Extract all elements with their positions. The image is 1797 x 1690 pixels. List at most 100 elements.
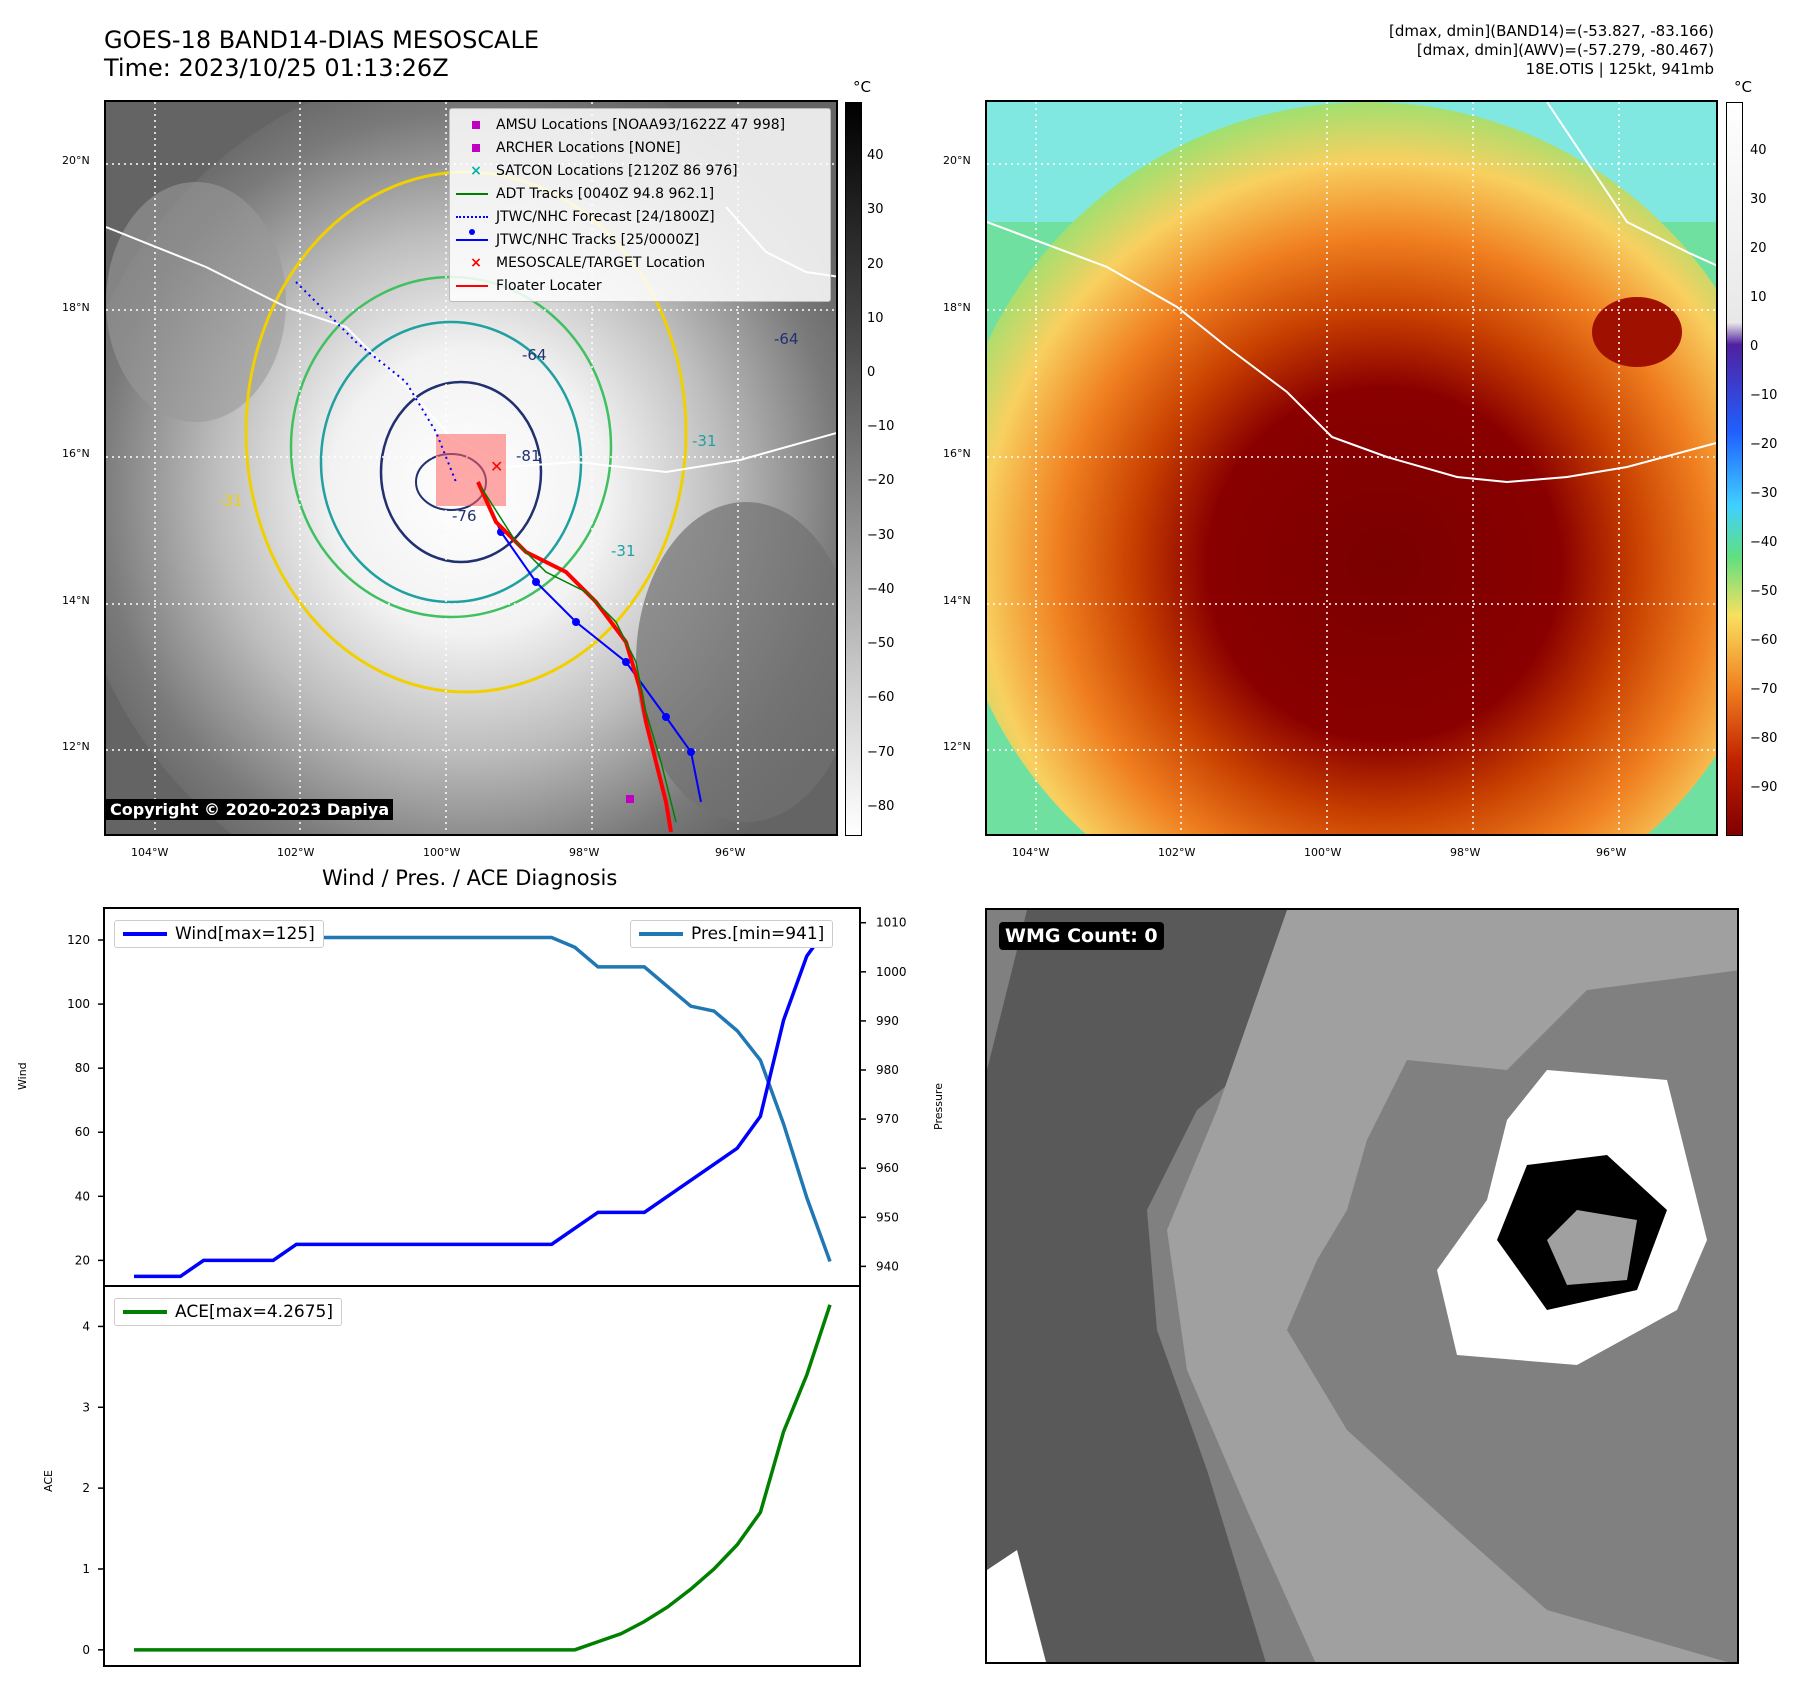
contour-label: -31: [218, 492, 243, 510]
ace-y-tick-label: 2: [82, 1481, 90, 1495]
awv-satellite-image: [987, 102, 1716, 834]
pressure-y-ticks: 940 950 960 970 980 990 1000 1010: [860, 916, 907, 1273]
legend-forecast: JTWC/NHC Forecast [24/1800Z]: [456, 205, 824, 228]
pressure-y-tick-label: 990: [876, 1014, 899, 1028]
pressure-y-tick-label: 960: [876, 1161, 899, 1175]
ace-legend-swatch: [123, 1310, 167, 1314]
wind-axis-label: Wind: [16, 1062, 29, 1090]
ir-colorbar-tick: 0: [867, 365, 876, 380]
ir-lon-tick: 98°W: [569, 846, 600, 859]
wind-pressure-chart: 20 40 60 80 100 120 940 950 960 970 980 990 1000 101…: [67, 907, 907, 1287]
ace-y-tick-label: 0: [82, 1643, 90, 1657]
figure-title: GOES-18 BAND14-DIAS MESOSCALE Time: 2023…: [104, 26, 539, 82]
legend-jtwc-tracks: JTWC/NHC Tracks [25/0000Z]: [456, 228, 824, 251]
awv-colorbar-tick: −20: [1750, 437, 1778, 452]
awv-lat-tick: 20°N: [943, 154, 971, 167]
awv-colorbar-tick: −70: [1750, 682, 1778, 697]
awv-lon-tick: 100°W: [1304, 846, 1342, 859]
awv-colorbar-tick: −40: [1750, 535, 1778, 550]
ace-y-tick-label: 4: [82, 1319, 90, 1333]
pressure-y-tick-label: 980: [876, 1063, 899, 1077]
awv-lat-tick: 12°N: [943, 740, 971, 753]
wind-legend-label: Wind[max=125]: [175, 924, 315, 944]
awv-satellite-panel: [985, 100, 1718, 836]
ace-y-tick-label: 1: [82, 1562, 90, 1576]
awv-colorbar-tick: −80: [1750, 731, 1778, 746]
awv-lon-tick: 104°W: [1012, 846, 1050, 859]
copyright-label: Copyright © 2020-2023 Dapiya: [106, 799, 394, 820]
awv-colorbar-tick: −60: [1750, 633, 1778, 648]
pressure-y-tick-label: 940: [876, 1259, 899, 1273]
ace-plot-area: [103, 1285, 861, 1667]
pressure-legend-swatch: [639, 932, 683, 936]
svg-text:✕: ✕: [490, 457, 503, 476]
ir-colorbar-tick: −60: [867, 690, 895, 705]
wind-legend-swatch: [123, 932, 167, 936]
title-line-1: GOES-18 BAND14-DIAS MESOSCALE: [104, 26, 540, 54]
awv-colorbar-tick: 40: [1750, 143, 1767, 158]
ace-legend-label: ACE[max=4.2675]: [175, 1302, 333, 1322]
awv-colorbar-tick: 10: [1750, 290, 1767, 305]
ace-legend: ACE[max=4.2675]: [114, 1298, 342, 1326]
contour-label: -64: [522, 346, 547, 364]
info-line-3: 18E.OTIS | 125kt, 941mb: [1525, 60, 1714, 78]
info-block: [dmax, dmin](BAND14)=(-53.827, -83.166) …: [1389, 22, 1714, 79]
ir-lat-tick: 18°N: [62, 301, 90, 314]
pressure-y-tick-label: 970: [876, 1112, 899, 1126]
wind-series-line: [134, 922, 832, 1279]
legend-satcon: × SATCON Locations [2120Z 86 976]: [470, 162, 738, 179]
awv-colorbar: [1726, 102, 1743, 836]
diagnosis-title: Wind / Pres. / ACE Diagnosis: [322, 866, 618, 890]
wind-y-tick-label: 40: [75, 1189, 90, 1203]
legend-amsu: AMSU Locations [NOAA93/1622Z 47 998]: [456, 113, 824, 136]
ir-lon-tick: 100°W: [423, 846, 461, 859]
awv-gridlines: [987, 102, 1716, 834]
ir-colorbar-tick: 30: [867, 202, 884, 217]
contour-label: -64: [774, 330, 799, 348]
ir-colorbar-unit: °C: [853, 78, 871, 96]
awv-lat-tick: 16°N: [943, 447, 971, 460]
ir-colorbar-tick: 40: [867, 148, 884, 163]
wind-y-tick-label: 120: [67, 933, 90, 947]
ir-lon-tick: 102°W: [277, 846, 315, 859]
wmg-count-label: WMG Count: 0: [999, 922, 1164, 950]
awv-colorbar-tick: 30: [1750, 192, 1767, 207]
ir-colorbar-tick: −10: [867, 419, 895, 434]
ir-legend: AMSU Locations [NOAA93/1622Z 47 998] ARC…: [449, 108, 831, 302]
ace-y-tick-label: 3: [82, 1400, 90, 1414]
ir-colorbar-tick: 10: [867, 311, 884, 326]
ir-colorbar: [845, 102, 862, 836]
ir-colorbar-tick: −40: [867, 582, 895, 597]
info-line-2: [dmax, dmin](AWV)=(-57.279, -80.467): [1416, 41, 1714, 59]
pressure-y-tick-label: 950: [876, 1210, 899, 1224]
contour-label: -81: [516, 447, 541, 465]
contour-label: -31: [611, 542, 636, 560]
ace-series-line: [134, 1304, 832, 1652]
ir-lat-tick: 16°N: [62, 447, 90, 460]
wind-y-ticks: 20 40 60 80 100 120: [67, 933, 104, 1267]
ir-lat-tick: 20°N: [62, 154, 90, 167]
ir-colorbar-tick: −80: [867, 799, 895, 814]
ir-colorbar-tick: −50: [867, 636, 895, 651]
ir-lat-tick: 14°N: [62, 594, 90, 607]
wind-y-tick-label: 60: [75, 1125, 90, 1139]
ir-colorbar-tick: −30: [867, 528, 895, 543]
wind-legend: Wind[max=125]: [114, 920, 324, 948]
awv-lat-tick: 18°N: [943, 301, 971, 314]
wind-y-tick-label: 80: [75, 1061, 90, 1075]
contour-label: -31: [692, 432, 717, 450]
ir-lon-tick: 96°W: [715, 846, 746, 859]
ir-colorbar-tick: −70: [867, 745, 895, 760]
wind-plot-area: [103, 907, 861, 1287]
wmg-panel: WMG Count: 0: [985, 908, 1739, 1664]
wmg-image: [987, 910, 1737, 1662]
ir-colorbar-tick: −20: [867, 473, 895, 488]
legend-archer: ARCHER Locations [NONE]: [456, 136, 824, 159]
contour-label: -76: [452, 507, 477, 525]
mesoscale-target-box: [436, 434, 506, 506]
awv-colorbar-tick: −30: [1750, 486, 1778, 501]
ace-axis-label: ACE: [42, 1470, 55, 1492]
ir-lon-tick: 104°W: [131, 846, 169, 859]
ace-y-ticks: 0 1 2 3 4: [82, 1319, 104, 1657]
pressure-legend: Pres.[min=941]: [630, 920, 834, 948]
